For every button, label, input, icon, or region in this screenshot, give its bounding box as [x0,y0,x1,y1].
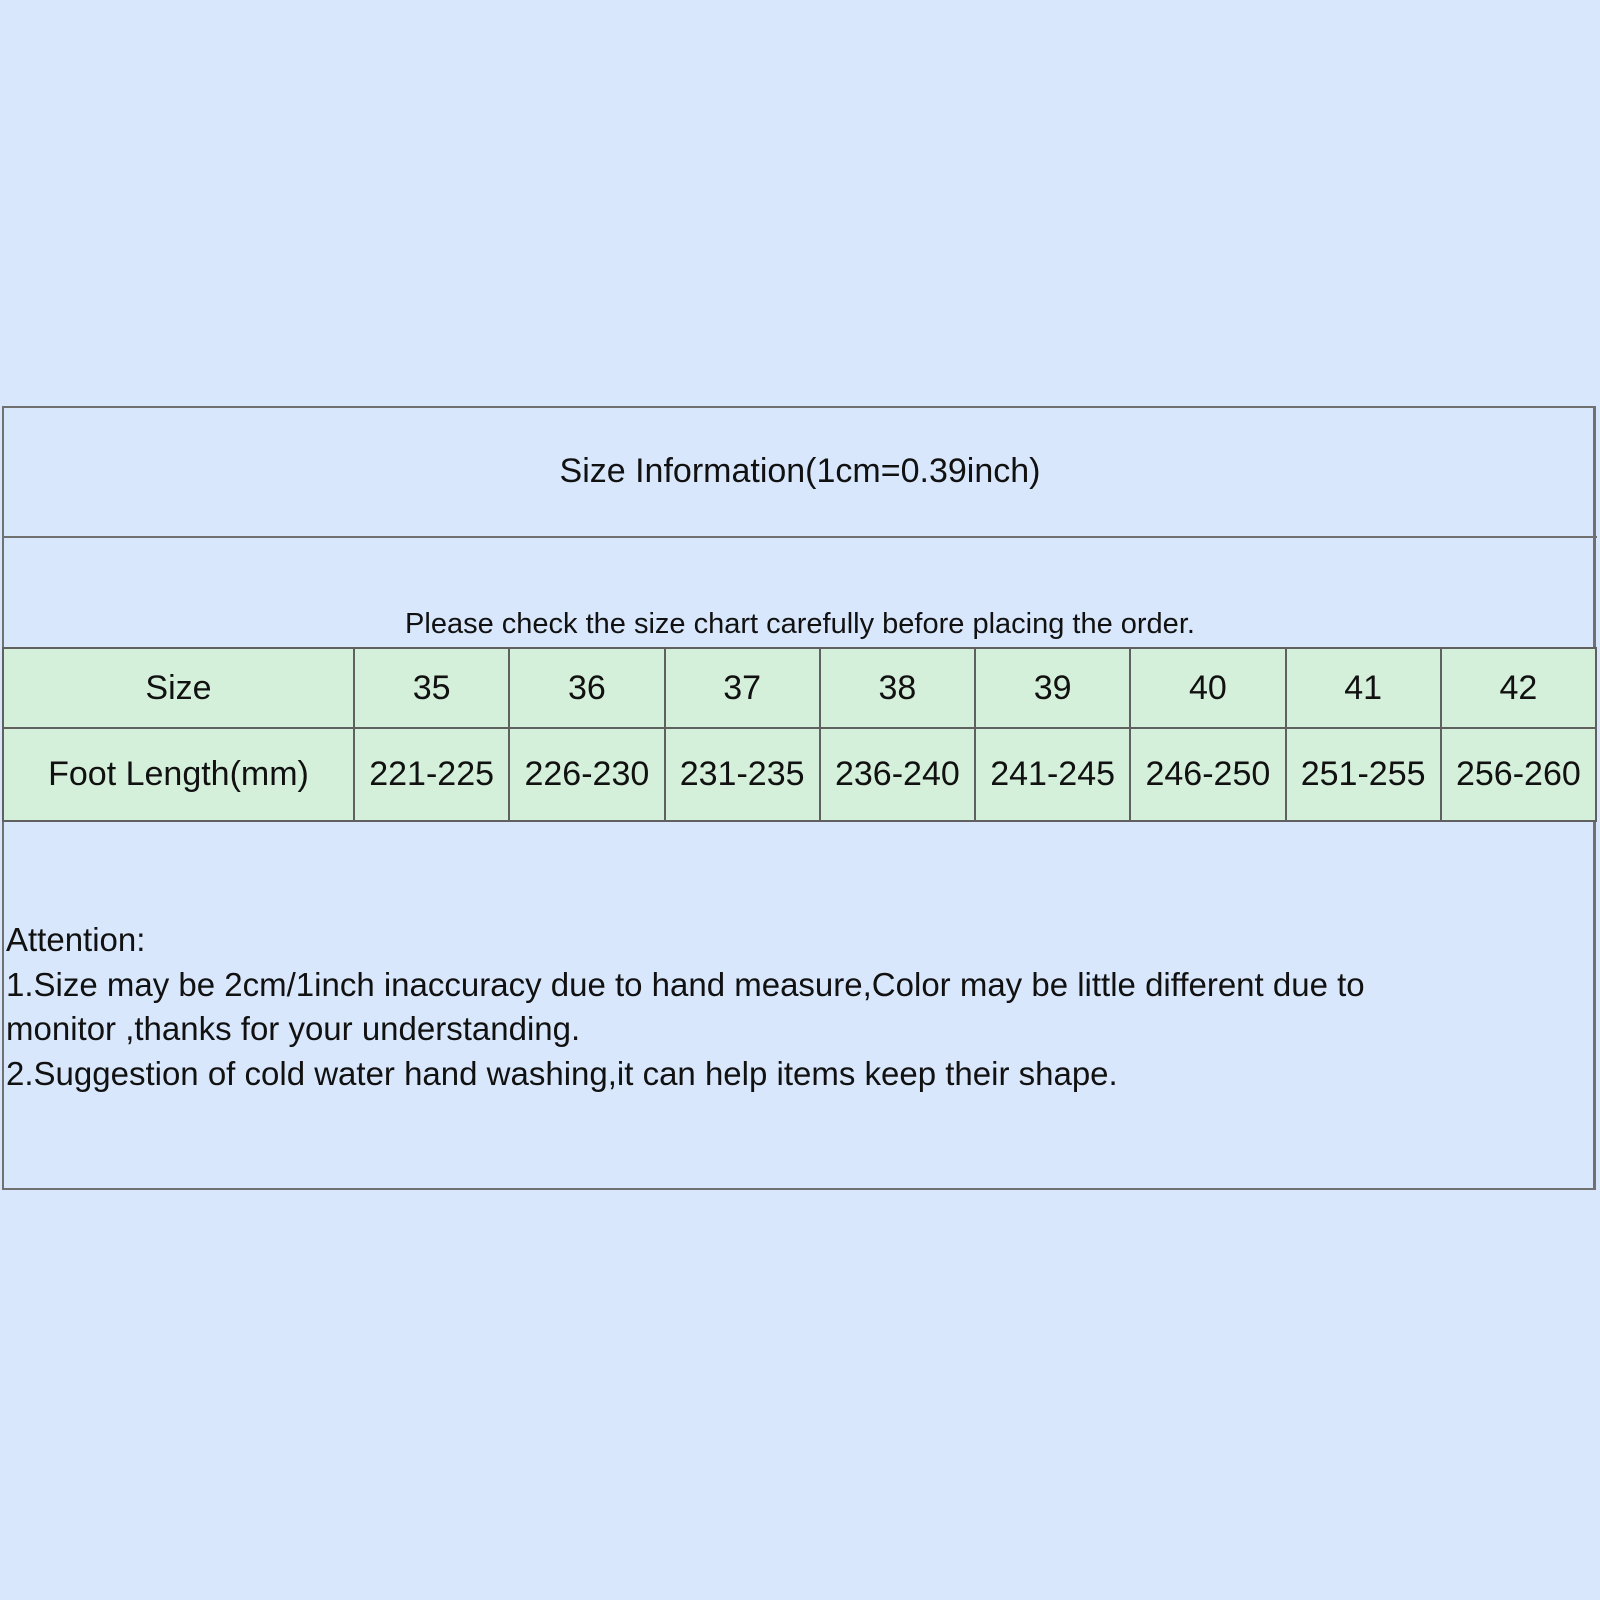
foot-length-cell: 246-250 [1129,727,1287,822]
attention-notes: Attention: 1.Size may be 2cm/1inch inacc… [6,918,1566,1096]
row-header-foot-length: Foot Length(mm) [2,727,355,822]
row-header-size: Size [2,647,355,729]
attention-line: 2.Suggestion of cold water hand washing,… [6,1054,1118,1092]
foot-length-row: Foot Length(mm) 221-225 226-230 231-235 … [2,727,1598,822]
attention-heading: Attention: [6,921,146,958]
attention-line: monitor ,thanks for your understanding. [6,1010,581,1047]
foot-length-cell: 221-225 [352,727,511,822]
attention-line: 1.Size may be 2cm/1inch inaccuracy due t… [6,965,1365,1003]
foot-length-cell: 231-235 [663,727,821,822]
foot-length-cell: 251-255 [1284,727,1442,822]
size-row: Size 35 36 37 38 39 40 41 42 [2,647,1598,729]
foot-length-cell: 241-245 [973,727,1132,822]
size-cell: 42 [1439,647,1598,729]
size-table: Size 35 36 37 38 39 40 41 42 Foot Length… [2,647,1598,822]
divider [2,536,1597,538]
size-cell: 36 [508,647,666,729]
foot-length-cell: 236-240 [818,727,977,822]
size-chart-subtitle: Please check the size chart carefully be… [405,608,1195,640]
foot-length-cell: 226-230 [508,727,666,822]
size-cell: 37 [663,647,821,729]
size-cell: 39 [973,647,1132,729]
size-cell: 35 [352,647,511,729]
foot-length-cell: 256-260 [1439,727,1598,822]
size-cell: 41 [1284,647,1442,729]
size-chart-title: Size Information(1cm=0.39inch) [559,452,1041,490]
size-cell: 38 [818,647,977,729]
size-cell: 40 [1129,647,1287,729]
